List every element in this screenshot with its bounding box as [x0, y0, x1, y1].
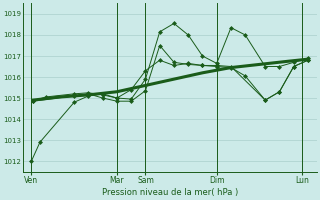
X-axis label: Pression niveau de la mer( hPa ): Pression niveau de la mer( hPa )	[101, 188, 238, 197]
